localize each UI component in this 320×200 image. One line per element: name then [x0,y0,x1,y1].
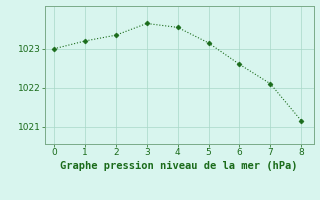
X-axis label: Graphe pression niveau de la mer (hPa): Graphe pression niveau de la mer (hPa) [60,161,298,171]
